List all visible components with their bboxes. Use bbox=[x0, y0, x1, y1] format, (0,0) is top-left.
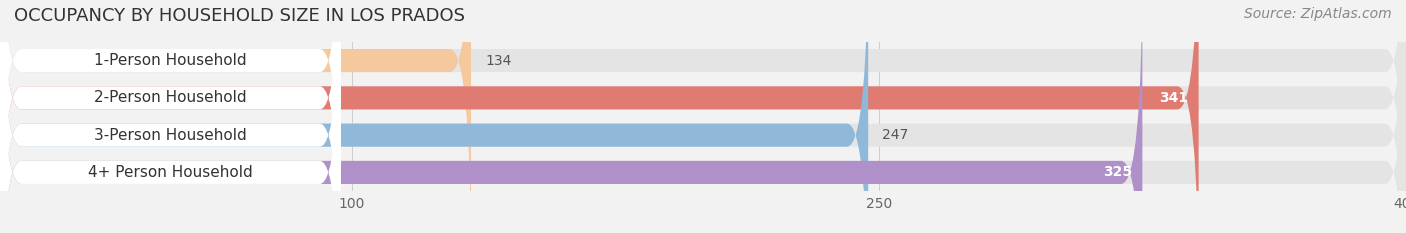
Text: 325: 325 bbox=[1102, 165, 1132, 179]
FancyBboxPatch shape bbox=[0, 0, 340, 233]
Text: 341: 341 bbox=[1159, 91, 1188, 105]
FancyBboxPatch shape bbox=[0, 0, 1142, 233]
FancyBboxPatch shape bbox=[0, 0, 869, 233]
Text: 134: 134 bbox=[485, 54, 512, 68]
FancyBboxPatch shape bbox=[0, 0, 1198, 233]
Text: OCCUPANCY BY HOUSEHOLD SIZE IN LOS PRADOS: OCCUPANCY BY HOUSEHOLD SIZE IN LOS PRADO… bbox=[14, 7, 465, 25]
FancyBboxPatch shape bbox=[0, 0, 340, 233]
FancyBboxPatch shape bbox=[0, 0, 340, 233]
Text: 247: 247 bbox=[883, 128, 908, 142]
Text: 3-Person Household: 3-Person Household bbox=[94, 128, 247, 143]
Text: Source: ZipAtlas.com: Source: ZipAtlas.com bbox=[1244, 7, 1392, 21]
Text: 4+ Person Household: 4+ Person Household bbox=[89, 165, 253, 180]
FancyBboxPatch shape bbox=[0, 0, 471, 233]
Text: 1-Person Household: 1-Person Household bbox=[94, 53, 247, 68]
FancyBboxPatch shape bbox=[0, 0, 340, 233]
Text: 2-Person Household: 2-Person Household bbox=[94, 90, 247, 105]
